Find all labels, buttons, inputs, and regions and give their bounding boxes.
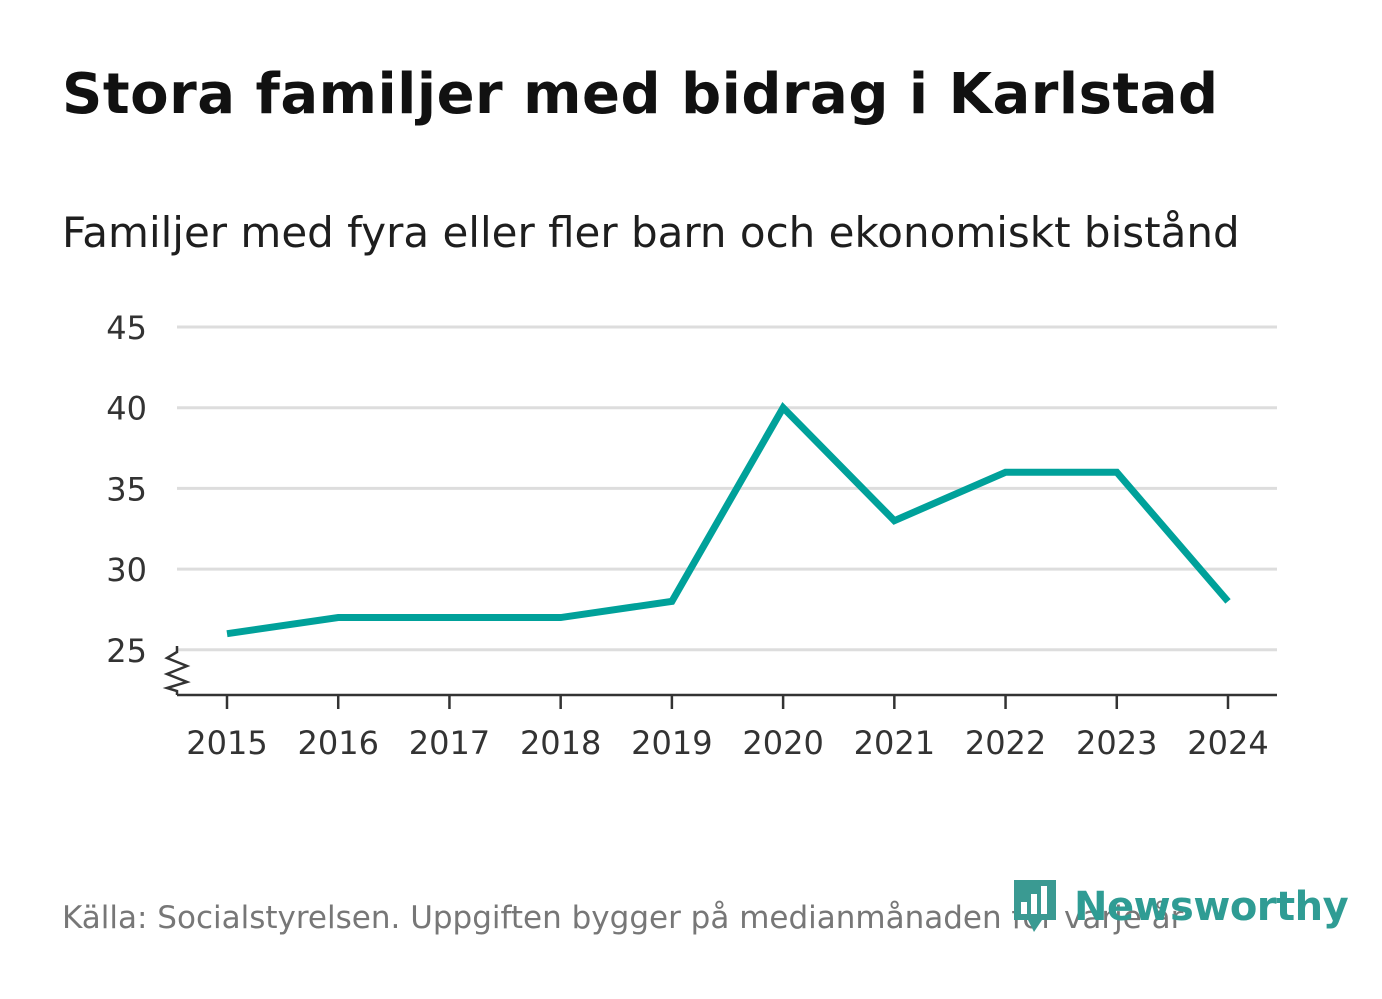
newsworthy-logo-icon	[1014, 880, 1056, 932]
y-tick-label: 40	[106, 390, 147, 428]
y-tick-label: 35	[106, 470, 147, 508]
x-tick-label: 2017	[409, 724, 490, 762]
x-tick-label: 2018	[520, 724, 601, 762]
x-tick-label: 2015	[186, 724, 267, 762]
y-tick-label: 30	[106, 551, 147, 589]
y-axis-labels: 25 30 35 40 45	[106, 309, 147, 670]
y-tick-label: 45	[106, 309, 147, 347]
axis-break-marker	[162, 646, 191, 695]
series-group	[226, 401, 1231, 638]
x-tick-label: 2024	[1187, 724, 1268, 762]
brand-name: Newsworthy	[1074, 884, 1349, 930]
gridlines	[177, 325, 1277, 652]
x-tick-label: 2020	[742, 724, 823, 762]
x-tick-label: 2023	[1076, 724, 1157, 762]
x-tick-label: 2016	[298, 724, 379, 762]
x-tick-label: 2022	[965, 724, 1046, 762]
chart-subtitle: Familjer med fyra eller fler barn och ek…	[62, 208, 1240, 257]
x-axis	[162, 646, 1277, 709]
x-axis-labels: 2015 2016 2017 2018 2019 2020 2021 2022 2023 2024	[186, 724, 1268, 762]
source-note: Källa: Socialstyrelsen. Uppgiften bygger…	[62, 900, 1184, 936]
series-line	[226, 401, 1231, 638]
x-tick-label: 2019	[631, 724, 712, 762]
x-tick-label: 2021	[854, 724, 935, 762]
chart-title: Stora familjer med bidrag i Karlstad	[62, 62, 1219, 127]
brand-logo: Newsworthy	[1010, 876, 1349, 938]
y-tick-label: 25	[106, 632, 147, 670]
